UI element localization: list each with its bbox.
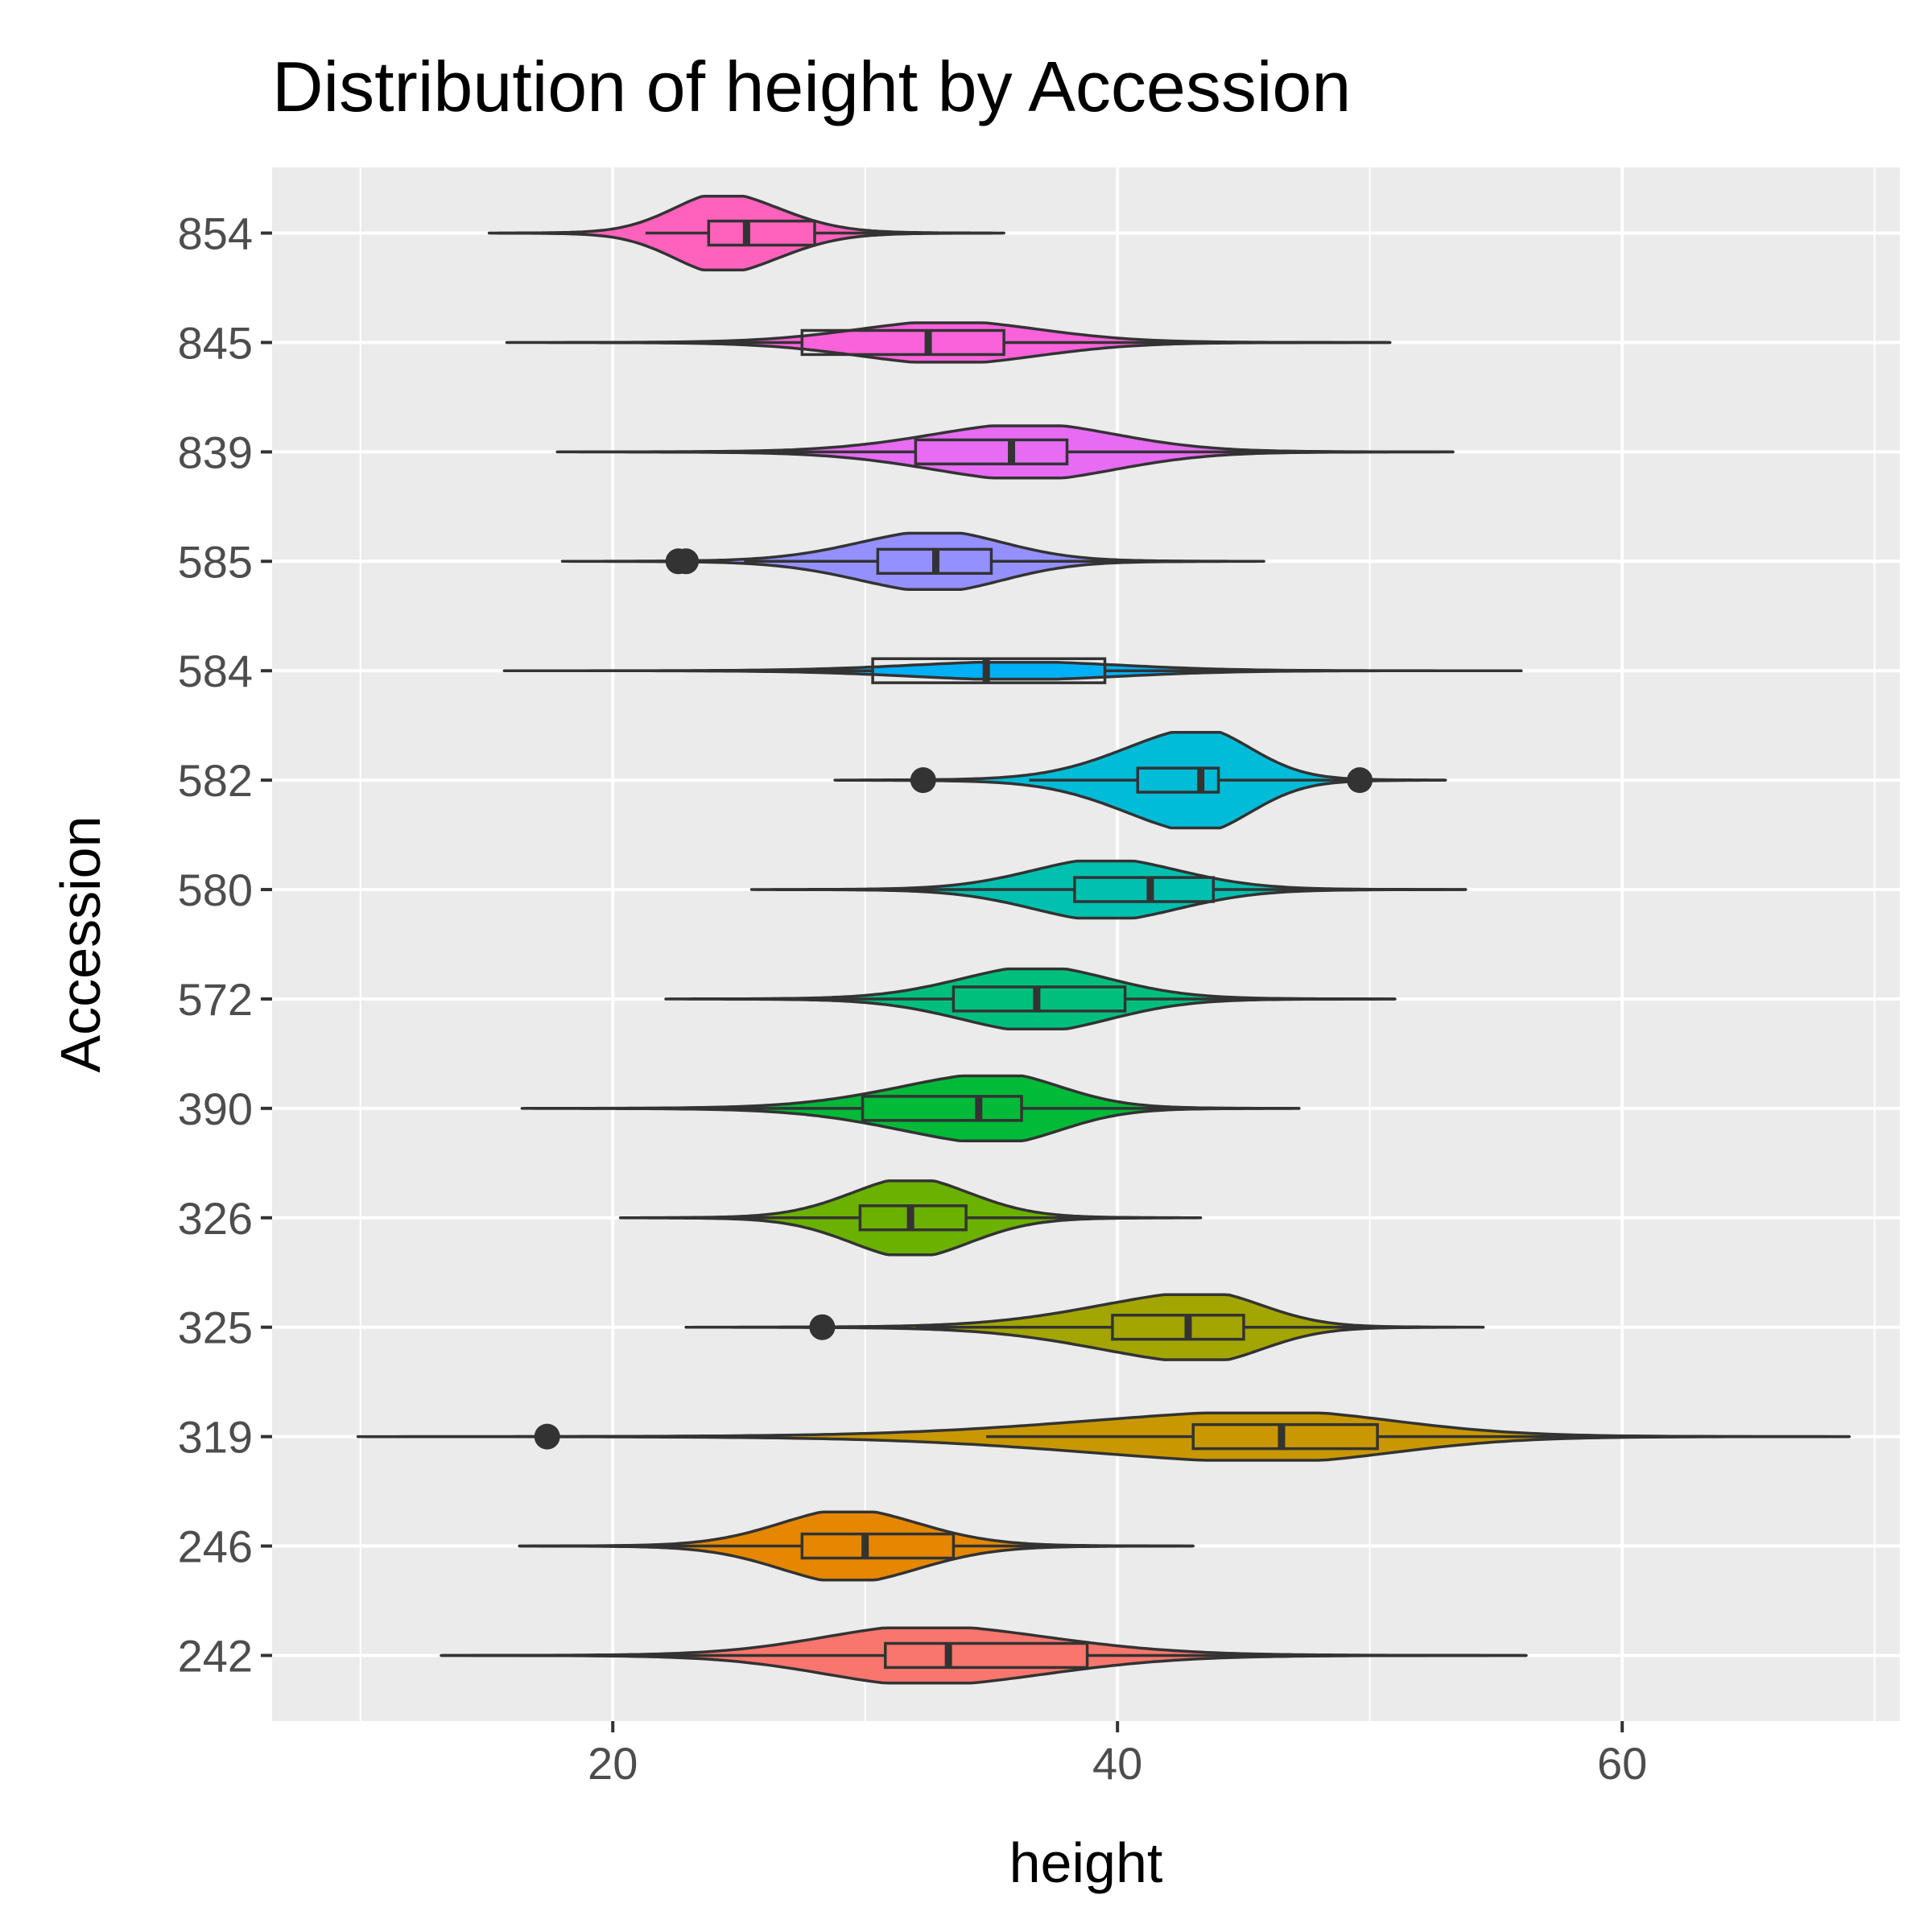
outlier-325-0 xyxy=(809,1314,836,1340)
box-325 xyxy=(1111,1314,1245,1341)
box-246 xyxy=(800,1532,956,1560)
y-axis-title: Accession xyxy=(49,815,112,1072)
violin-390 xyxy=(520,1074,1301,1142)
box-854 xyxy=(707,219,816,247)
y-tick-label-326: 326 xyxy=(178,1193,253,1244)
y-tick-label-585: 585 xyxy=(178,536,253,587)
y-tick-label-584: 584 xyxy=(178,646,253,696)
box-390 xyxy=(861,1095,1023,1122)
outlier-319-0 xyxy=(534,1423,560,1450)
chart-title: Distribution of height by Accession xyxy=(272,47,1351,126)
x-tick-label-20: 20 xyxy=(588,1738,638,1789)
y-tick-label-845: 845 xyxy=(178,317,253,368)
y-tick-label-319: 319 xyxy=(178,1412,253,1463)
box-582 xyxy=(1136,766,1220,794)
y-tick-label-390: 390 xyxy=(178,1084,253,1134)
outlier-585-1 xyxy=(673,548,700,575)
violin-585 xyxy=(560,531,1265,591)
minor-gridlines xyxy=(359,167,1876,1721)
box-580 xyxy=(1073,876,1216,903)
y-tick-label-242: 242 xyxy=(178,1630,253,1681)
outlier-582-1 xyxy=(1347,767,1373,794)
y-axis: 242 246 319 325 326 390 572 580 582 584 585 839 845 8… xyxy=(178,208,272,1681)
x-axis: 20 40 60 xyxy=(588,1721,1647,1789)
box-319 xyxy=(1191,1422,1379,1451)
y-tick-label-582: 582 xyxy=(178,755,253,806)
box-242 xyxy=(884,1641,1089,1670)
outlier-582-0 xyxy=(910,767,936,794)
violin-584 xyxy=(502,661,1523,681)
plot-panel xyxy=(272,167,1900,1721)
box-845 xyxy=(800,328,1005,357)
y-tick-label-854: 854 xyxy=(178,208,253,259)
y-tick-label-839: 839 xyxy=(178,427,253,477)
x-axis-title: height xyxy=(1009,1831,1163,1894)
y-tick-label-325: 325 xyxy=(178,1302,253,1353)
y-tick-label-580: 580 xyxy=(178,865,253,915)
box-839 xyxy=(914,438,1069,466)
x-tick-label-60: 60 xyxy=(1597,1738,1647,1789)
y-tick-label-572: 572 xyxy=(178,974,253,1025)
x-tick-label-40: 40 xyxy=(1092,1738,1142,1789)
boxplot-layer xyxy=(441,219,1850,1670)
y-tick-label-246: 246 xyxy=(178,1521,253,1572)
